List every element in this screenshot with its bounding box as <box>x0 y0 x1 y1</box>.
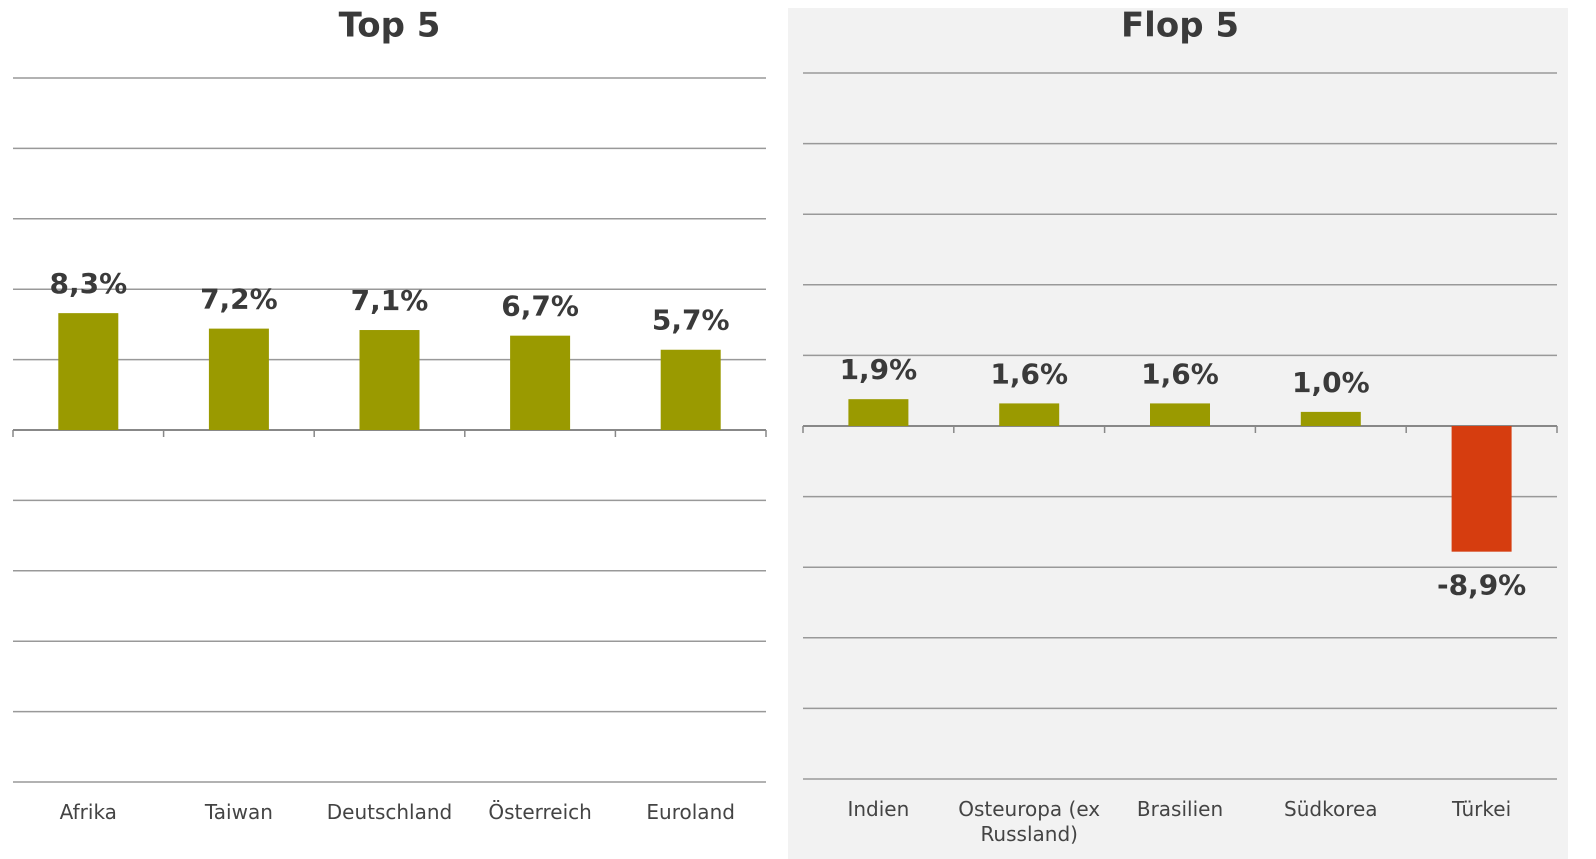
bar <box>208 328 269 430</box>
bar <box>1451 426 1512 552</box>
value-label: 1,6% <box>990 357 1068 390</box>
value-label: 6,7% <box>501 290 579 323</box>
x-tick-label: Indien <box>847 797 910 821</box>
bar <box>660 349 721 430</box>
bar <box>510 335 571 430</box>
x-tick-label: Türkei <box>1452 797 1512 821</box>
x-tick-label: Österreich <box>488 800 592 824</box>
bar <box>1300 411 1361 426</box>
bar <box>359 330 420 430</box>
value-label: -8,9% <box>1437 569 1526 602</box>
x-tick-label-box: Osteuropa (ex Russland) <box>958 797 1101 846</box>
x-tick-label-box: Euroland <box>646 800 735 824</box>
x-tick-label-box: Taiwan <box>204 800 273 824</box>
value-label: 7,2% <box>200 283 278 316</box>
value-label: 1,9% <box>840 353 918 386</box>
x-tick-label: Taiwan <box>204 800 273 824</box>
x-tick-label-box: Afrika <box>59 800 117 824</box>
x-tick-label: Euroland <box>646 800 735 824</box>
x-tick-label-box: Brasilien <box>1136 797 1224 821</box>
x-tick-label-box: Südkorea <box>1284 797 1378 821</box>
x-tick-label: Afrika <box>59 800 117 824</box>
value-label: 1,0% <box>1292 366 1370 399</box>
x-tick-label: Osteuropa (ex Russland) <box>958 797 1101 846</box>
bar <box>1150 403 1210 426</box>
bar <box>848 399 909 426</box>
x-tick-label-box: Deutschland <box>326 800 453 824</box>
x-tick-label-box: Österreich <box>488 800 592 824</box>
panel-background <box>788 8 1568 859</box>
bar <box>999 403 1060 426</box>
x-tick-label: Südkorea <box>1284 797 1378 821</box>
value-label: 1,6% <box>1141 357 1219 390</box>
bar <box>58 313 119 430</box>
x-tick-label-box: Türkei <box>1452 797 1512 821</box>
chart-title: Flop 5 <box>1121 6 1239 46</box>
x-tick-label: Deutschland <box>326 800 453 824</box>
value-label: 5,7% <box>652 304 730 337</box>
chart-title: Top 5 <box>339 6 441 46</box>
value-label: 8,3% <box>49 267 127 300</box>
value-label: 7,1% <box>351 284 429 317</box>
x-tick-label-box: Indien <box>847 797 910 821</box>
x-tick-label: Brasilien <box>1136 797 1224 821</box>
